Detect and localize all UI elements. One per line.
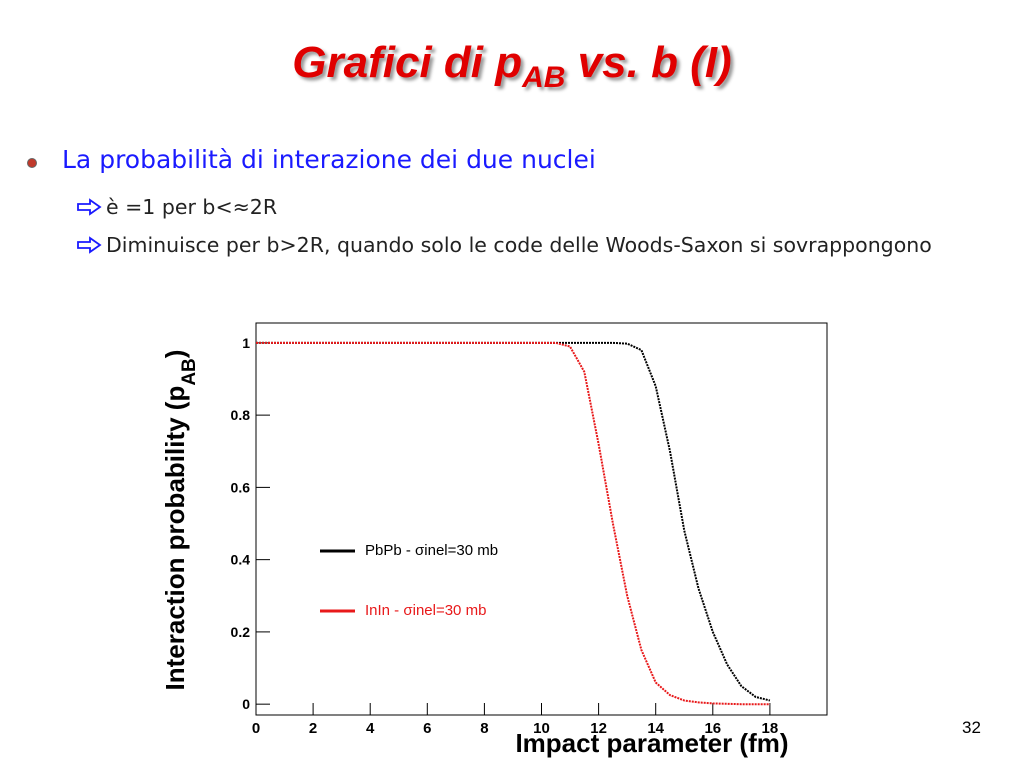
arrow-icon: [77, 236, 102, 254]
page-number: 32: [962, 718, 981, 737]
y-tick-label: 0.6: [231, 479, 251, 495]
slide-title: Grafici di pAB vs. b (I): [0, 38, 1024, 95]
x-tick-label: 16: [704, 720, 721, 737]
x-tick-label: 10: [533, 720, 550, 737]
x-tick-label: 4: [366, 720, 375, 737]
y-tick-label: 0: [242, 696, 250, 712]
x-tick-label: 6: [423, 720, 431, 737]
plot-frame: [255, 322, 828, 716]
x-tick-label: 12: [590, 720, 607, 737]
x-axis-label: Impact parameter (fm): [515, 728, 788, 758]
legend-label: InIn - σinel=30 mb: [365, 602, 486, 619]
y-tick-label: 1: [242, 335, 250, 351]
y-axis-label: Interaction probability (pAB): [160, 350, 200, 691]
x-tick-label: 8: [480, 720, 488, 737]
title-part: vs. b (I): [565, 38, 732, 87]
data-line: [256, 341, 771, 702]
y-label-part: ): [160, 350, 190, 359]
y-tick-label: 0.2: [231, 624, 251, 640]
x-tick-label: 2: [309, 720, 317, 737]
x-tick-label: 18: [762, 720, 779, 737]
title-part: Grafici di p: [292, 38, 523, 87]
sub-bullet: è =1 per b<≈2R: [106, 195, 278, 219]
y-label-sub: AB: [179, 358, 200, 385]
bullet: La probabilità di interazione dei due nu…: [62, 145, 596, 174]
bullet-icon: [27, 158, 37, 168]
y-tick-label: 0.4: [231, 552, 251, 568]
arrow-icon: [77, 198, 102, 216]
x-tick-label: 0: [252, 720, 260, 737]
data-line: [256, 341, 770, 706]
y-tick-label: 0.8: [231, 407, 251, 423]
title-sub: AB: [522, 60, 566, 94]
y-label-part: Interaction probability (p: [160, 386, 190, 691]
legend-label: PbPb - σinel=30 mb: [365, 542, 498, 559]
sub-bullet: Diminuisce per b>2R, quando solo le code…: [106, 233, 932, 257]
x-tick-label: 14: [647, 720, 664, 737]
